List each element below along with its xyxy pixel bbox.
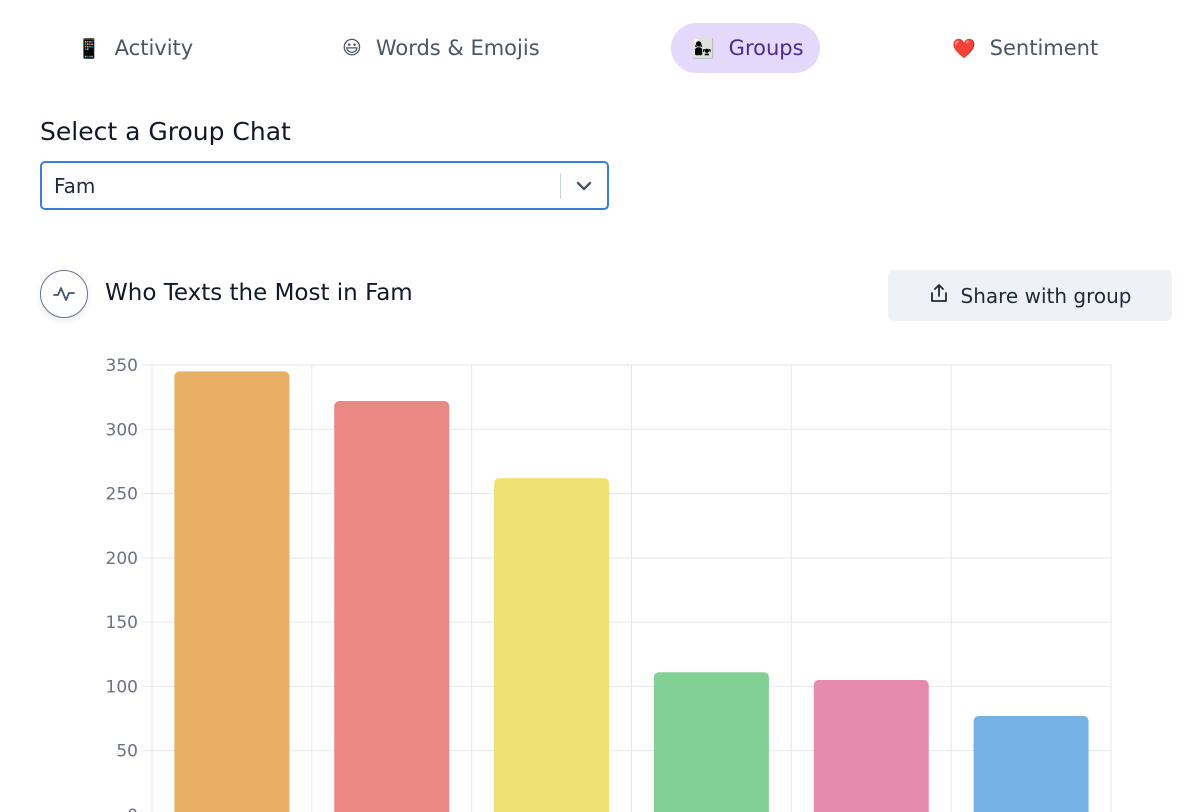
y-tick-label: 350	[106, 356, 138, 376]
y-tick-label: 150	[106, 613, 138, 633]
share-button-label: Share with group	[960, 283, 1132, 308]
select-group-heading: Select a Group Chat	[40, 117, 291, 146]
chart-title: Who Texts the Most in Fam	[105, 280, 413, 306]
tab-words-emojis[interactable]: 😃 Words & Emojis	[322, 23, 560, 73]
tab-label: Groups	[728, 36, 804, 60]
chevron-down-icon[interactable]	[561, 180, 607, 192]
tab-label: Activity	[114, 36, 194, 60]
bar[interactable]	[494, 478, 610, 812]
share-icon	[929, 282, 949, 309]
phone-icon: 📱	[77, 37, 101, 60]
tab-label: Words & Emojis	[375, 36, 540, 60]
tab-groups[interactable]: 👩‍👧 Groups	[671, 23, 820, 73]
y-tick-label: 200	[106, 549, 138, 569]
tab-bar: 📱 Activity 😃 Words & Emojis 👩‍👧 Groups ❤…	[0, 0, 1200, 96]
y-tick-label: 250	[106, 485, 138, 505]
group-chat-select[interactable]: Fam	[40, 161, 609, 210]
family-icon: 👩‍👧	[691, 37, 715, 60]
tab-label: Sentiment	[989, 36, 1099, 60]
select-separator	[560, 172, 561, 199]
y-tick-label: 100	[106, 677, 138, 697]
bar[interactable]	[334, 401, 450, 812]
bar[interactable]	[973, 716, 1089, 812]
bar[interactable]	[813, 680, 929, 812]
share-with-group-button[interactable]: Share with group	[888, 270, 1172, 321]
tab-sentiment[interactable]: ❤️ Sentiment	[932, 23, 1118, 73]
bar-chart: 0 50 100 150 200 250 300 350	[106, 356, 1112, 812]
activity-pulse-icon	[40, 270, 88, 318]
y-tick-label: 0	[127, 806, 138, 812]
y-tick-label: 50	[116, 742, 138, 762]
group-chat-select-value: Fam	[54, 173, 96, 198]
bar[interactable]	[174, 371, 290, 812]
tab-activity[interactable]: 📱 Activity	[57, 23, 213, 73]
heart-icon: ❤️	[952, 37, 976, 60]
smiley-icon: 😃	[342, 37, 362, 59]
bar[interactable]	[653, 672, 769, 812]
y-tick-label: 300	[106, 420, 138, 440]
